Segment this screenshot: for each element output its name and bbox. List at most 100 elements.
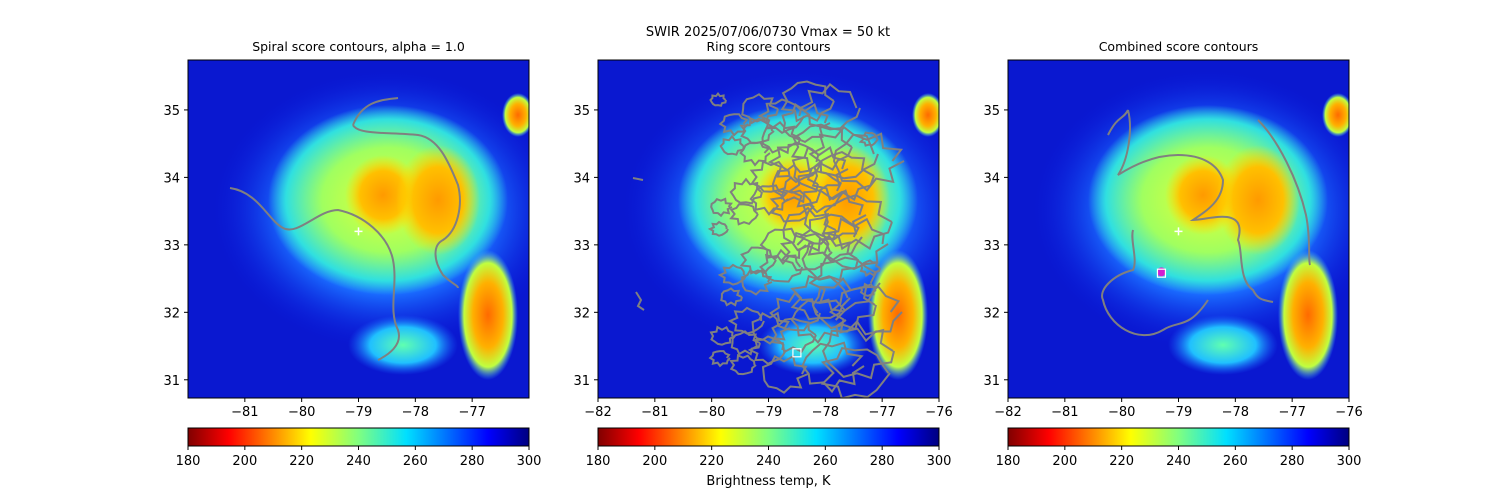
colorbar-tick-label: 240: [756, 454, 781, 469]
contour-line: [749, 184, 789, 216]
colorbar-tick-label: 260: [813, 454, 838, 469]
satellite-image: [1008, 60, 1349, 398]
figure-suptitle: SWIR 2025/07/06/0730 Vmax = 50 kt: [646, 25, 890, 40]
colorbar-tick-label: 180: [586, 454, 611, 469]
contour-line: [757, 98, 805, 134]
x-tick-label: −80: [288, 405, 315, 420]
panel-2: Ring score contours −82 −81 −80 −79 −78 −77 −76…: [573, 39, 952, 489]
contour-line: [859, 259, 881, 277]
colorbar-tick-label: 240: [346, 454, 371, 469]
contour-line: [707, 220, 729, 237]
contour-line: [739, 141, 771, 167]
colorbar-tick-label: 220: [699, 454, 724, 469]
center-square-marker: [1156, 268, 1167, 278]
center-plus-marker: [1174, 227, 1183, 236]
contour-line: [769, 291, 821, 332]
contour-line: [858, 131, 879, 147]
contour-line: [767, 141, 823, 184]
colorbar-tick-label: 280: [460, 454, 485, 469]
score-contour: [229, 97, 461, 361]
x-tick-label: −80: [698, 405, 725, 420]
colorbar: [1007, 427, 1350, 447]
contour-line: [832, 132, 905, 192]
score-contour: [1101, 109, 1311, 337]
y-tick-label: 35: [573, 104, 590, 119]
contour-line: [718, 113, 749, 137]
contour-line: [820, 346, 891, 398]
colorbar: [187, 427, 530, 447]
contour-line: [808, 256, 881, 312]
contour-line: [720, 287, 743, 307]
contour-line: [771, 163, 819, 204]
colorbar-tick-label: 260: [1223, 454, 1248, 469]
contour-line: [821, 217, 889, 270]
rainband: [1278, 250, 1338, 380]
rainband: [758, 315, 868, 375]
y-tick-label: 34: [573, 171, 590, 186]
x-tick-label: −77: [458, 405, 485, 420]
x-tick-label: −79: [1165, 405, 1192, 420]
convective-core: [1216, 145, 1300, 255]
x-tick-label: −77: [868, 405, 895, 420]
contour-line: [790, 298, 847, 345]
contour-line: [779, 231, 833, 272]
x-tick-label: −80: [1108, 405, 1135, 420]
rainband: [1322, 93, 1349, 137]
contour-line: [781, 103, 831, 144]
contour-line: [780, 80, 835, 123]
contour-line: [739, 117, 775, 144]
x-tick-label: −78: [1222, 405, 1249, 420]
contour-line: [808, 125, 879, 180]
y-tick-label: 32: [983, 306, 1000, 321]
contour-line: [822, 194, 893, 251]
colorbar-tick-label: 260: [403, 454, 428, 469]
contour-line: [709, 91, 727, 107]
y-tick-label: 34: [163, 171, 180, 186]
contour-line: [759, 227, 807, 266]
contour-line: [729, 353, 757, 376]
x-tick-label: −82: [584, 405, 611, 420]
y-tick-label: 31: [163, 374, 180, 389]
convective-core: [396, 145, 480, 255]
contour-line: [708, 350, 731, 368]
contour-line: [769, 188, 815, 223]
contour-line: [798, 83, 861, 131]
contour-line: [790, 274, 851, 321]
x-tick-label: −79: [755, 405, 782, 420]
colorbar: [597, 427, 940, 447]
panel-3: Combined score contours −82 −81 −80 −79 −78 −7…: [983, 39, 1362, 469]
contour-line: [791, 146, 849, 193]
contour-line: [730, 330, 761, 356]
colorbar-tick-label: 280: [1280, 454, 1305, 469]
rainband: [912, 93, 939, 137]
x-tick-label: −81: [1051, 405, 1078, 420]
contour-line: [761, 354, 809, 394]
y-tick-label: 31: [573, 374, 590, 389]
rainband: [348, 315, 458, 375]
x-tick-label: −79: [345, 405, 372, 420]
contour-line: [790, 123, 853, 172]
y-tick-label: 32: [163, 306, 180, 321]
colorbar-label: Brightness temp, K: [706, 474, 831, 489]
colorbar-tick-label: 220: [289, 454, 314, 469]
colorbar-tick-label: 200: [1052, 454, 1077, 469]
x-tick-label: −78: [402, 405, 429, 420]
x-tick-label: −82: [994, 405, 1021, 420]
contour-line: [749, 160, 793, 193]
rainband: [1168, 315, 1278, 375]
contour-line: [729, 203, 759, 226]
colorbar-tick-label: 300: [517, 454, 542, 469]
colorbar-tick-label: 200: [642, 454, 667, 469]
center-plus-marker: [354, 227, 363, 236]
satellite-image: [188, 60, 529, 398]
contour-line: [802, 189, 867, 242]
colorbar-tick-label: 240: [1166, 454, 1191, 469]
y-tick-label: 35: [983, 104, 1000, 119]
x-tick-label: −81: [231, 405, 258, 420]
y-tick-label: 34: [983, 171, 1000, 186]
y-tick-label: 31: [983, 374, 1000, 389]
rainband: [458, 250, 518, 380]
ring-contours: [632, 80, 905, 398]
x-tick-label: −78: [812, 405, 839, 420]
